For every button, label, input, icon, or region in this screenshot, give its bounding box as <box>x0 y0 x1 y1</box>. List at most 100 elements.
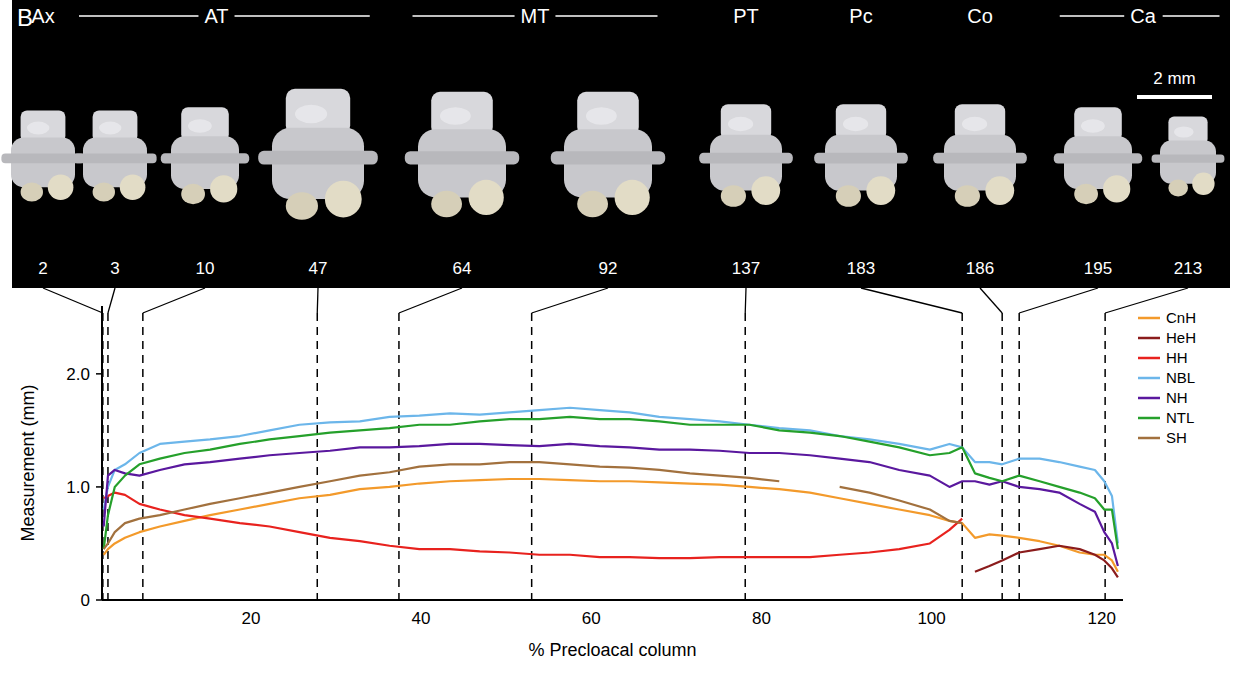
vertebra-photo <box>405 92 519 217</box>
vertebra-number: 64 <box>453 259 472 278</box>
vertebra-marker <box>398 313 400 600</box>
connector <box>317 288 319 313</box>
y-axis-title: Measurement (mm) <box>18 384 38 541</box>
y-tick <box>96 373 102 375</box>
region-label: Pc <box>849 5 872 27</box>
zygosphene <box>181 184 205 204</box>
vertebra-photo <box>1152 117 1225 197</box>
series-line <box>104 444 1118 566</box>
vertebra-number: 186 <box>966 259 994 278</box>
condyle <box>210 175 237 202</box>
highlight <box>27 122 49 135</box>
vertebra-marker <box>317 313 319 600</box>
connector <box>532 288 608 313</box>
vertebra-photo <box>161 107 249 204</box>
zygosphene <box>21 182 43 201</box>
zygosphene <box>1168 180 1188 197</box>
highlight <box>1174 126 1194 137</box>
series-line <box>975 546 1118 578</box>
y-tick-label: 2.0 <box>66 365 90 384</box>
y-tick-label: 1.0 <box>66 478 90 497</box>
x-tick-label: 100 <box>917 609 945 628</box>
highlight <box>586 107 617 125</box>
vertebra-marker <box>107 313 109 600</box>
neural-spine <box>93 110 138 142</box>
vertebra-number: 47 <box>309 259 328 278</box>
legend-swatch <box>1138 417 1160 420</box>
vertebra-photo <box>258 89 378 220</box>
label-ground <box>1124 5 1162 27</box>
legend-swatch <box>1138 377 1160 380</box>
vertebra-photo <box>933 104 1027 207</box>
vertebra-photo <box>551 92 665 217</box>
vertebra-number: 2 <box>38 259 47 278</box>
connector <box>980 288 1002 313</box>
condyle <box>751 176 780 205</box>
scale-bar-label: 2 mm <box>1153 69 1196 88</box>
highlight <box>962 117 987 131</box>
condyle <box>469 180 504 215</box>
zygosphene <box>955 185 980 207</box>
x-tick-label: 80 <box>752 609 771 628</box>
connector <box>43 288 103 313</box>
y-tick-label: 0 <box>81 591 90 610</box>
x-axis <box>102 599 1123 601</box>
legend-swatch <box>1138 337 1160 340</box>
label-ground <box>515 5 556 27</box>
condyle <box>866 176 895 205</box>
zygosphene <box>286 192 318 220</box>
y-tick <box>96 486 102 488</box>
legend-label: NH <box>1166 389 1188 406</box>
transverse-process <box>1152 154 1225 162</box>
photo-panel <box>12 0 1230 288</box>
series-line <box>104 417 1118 549</box>
x-tick-label: 40 <box>412 609 431 628</box>
vertebra-marker <box>961 313 963 600</box>
legend-label: HeH <box>1166 329 1196 346</box>
transverse-process <box>161 153 249 163</box>
highlight <box>295 105 327 123</box>
highlight <box>440 107 471 125</box>
transverse-process <box>405 151 519 164</box>
zygosphene <box>93 182 115 201</box>
highlight <box>728 117 753 131</box>
vertebra-marker <box>531 313 533 600</box>
vertebra-number: 195 <box>1084 259 1112 278</box>
region-label: Co <box>967 5 993 27</box>
transverse-process <box>258 151 378 165</box>
transverse-process <box>551 151 665 164</box>
zygosphene <box>577 191 608 217</box>
vertebra-marker <box>102 313 104 600</box>
highlight <box>1081 119 1105 133</box>
y-axis <box>101 306 103 600</box>
vertebra-photo <box>1 110 84 201</box>
vertebra-marker <box>1018 313 1020 600</box>
region-label: AT <box>204 5 228 27</box>
transverse-process <box>814 153 908 164</box>
condyle <box>120 174 146 200</box>
vertebra-number: 92 <box>599 259 618 278</box>
legend-label: SH <box>1166 429 1187 446</box>
series-line <box>104 479 1118 572</box>
figure: BAxATMTPTPcCoCa2 mm01.02.020406080100120… <box>0 0 1243 683</box>
legend-label: HH <box>1166 349 1188 366</box>
vertebra-photo <box>814 104 908 207</box>
transverse-process <box>699 153 793 164</box>
zygosphene <box>1074 184 1098 204</box>
transverse-process <box>1054 153 1142 163</box>
x-tick-label: 60 <box>582 609 601 628</box>
vertebra-number: 183 <box>847 259 875 278</box>
zygosphene <box>721 185 746 207</box>
connector <box>745 288 747 313</box>
vertebra-marker <box>1001 313 1003 600</box>
connector <box>861 288 962 313</box>
vertebra-number: 137 <box>732 259 760 278</box>
neural-spine <box>286 89 350 135</box>
series-line <box>104 493 962 559</box>
connector <box>143 288 205 313</box>
x-tick-label: 120 <box>1088 609 1116 628</box>
x-axis-title: % Precloacal column <box>528 640 696 660</box>
transverse-process <box>1 154 84 164</box>
region-label: MT <box>521 5 550 27</box>
legend-label: CnH <box>1166 309 1196 326</box>
